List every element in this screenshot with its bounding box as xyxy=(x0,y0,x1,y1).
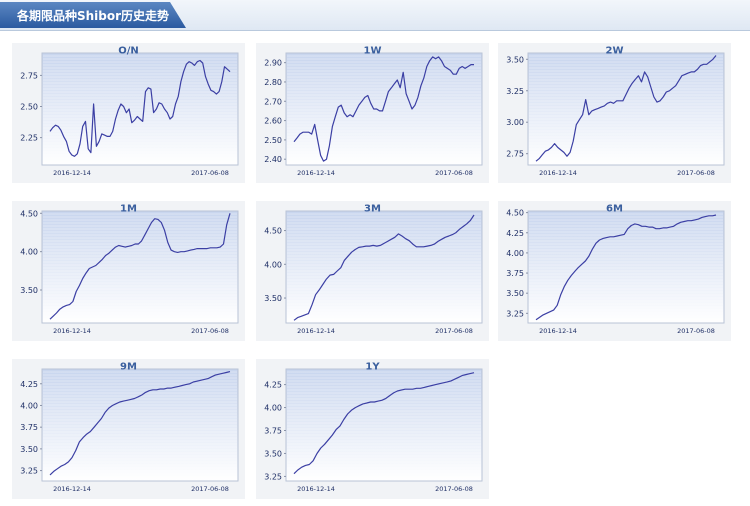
chart-svg: 1Y 3.25 3.50 3.75 4.00 4.25 2016-12-14 2017-06-… xyxy=(264,361,483,493)
series-line xyxy=(49,213,231,320)
y-tick-label: 2.75 xyxy=(506,150,524,159)
y-tick-label: 3.75 xyxy=(264,427,282,436)
series-line xyxy=(293,372,475,475)
y-tick-label: 3.75 xyxy=(20,423,38,432)
x-tick-label: 2016-12-14 xyxy=(539,169,577,177)
chart-panel-3: 2W 2.75 3.00 3.25 3.50 2016-12-14 2017-06-08 xyxy=(498,43,731,183)
y-tick-label: 2.50 xyxy=(264,136,282,145)
chart-panel-2: 1W 2.40 2.50 2.60 2.70 2.80 2.90 2016-12-14 2017… xyxy=(256,43,489,183)
series-line xyxy=(535,214,717,321)
page-title: 各期限品种Shibor历史走势 xyxy=(17,9,170,23)
y-tick-label: 3.25 xyxy=(506,87,524,96)
y-tick-label: 4.00 xyxy=(20,401,38,410)
y-tick-label: 3.25 xyxy=(20,467,38,476)
x-tick-label: 2016-12-14 xyxy=(53,169,91,177)
chart-svg: 9M 3.25 3.50 3.75 4.00 4.25 2016-12-14 2017-06-… xyxy=(20,361,239,493)
x-tick-label: 2017-06-08 xyxy=(677,169,715,177)
plot-area xyxy=(41,52,239,166)
chart-title: 1M xyxy=(120,203,137,214)
y-tick-label: 3.25 xyxy=(264,472,282,481)
y-tick-label: 4.25 xyxy=(506,229,524,238)
x-tick-label: 2017-06-08 xyxy=(677,327,715,335)
chart-title: 1Y xyxy=(365,361,380,372)
plot-area xyxy=(285,210,483,324)
x-tick-label: 2017-06-08 xyxy=(191,485,229,493)
y-tick-label: 3.00 xyxy=(506,118,524,127)
x-tick-label: 2016-12-14 xyxy=(53,485,91,493)
header-bar: 各期限品种Shibor历史走势 xyxy=(0,0,750,31)
plot-area xyxy=(285,368,483,482)
chart-svg: 1M 3.50 4.00 4.50 2016-12-14 2017-06-08 xyxy=(20,203,239,335)
y-tick-label: 3.50 xyxy=(506,55,524,64)
y-tick-label: 3.50 xyxy=(20,286,38,295)
plot-area xyxy=(285,52,483,166)
y-tick-label: 3.75 xyxy=(506,269,524,278)
y-tick-label: 4.00 xyxy=(264,404,282,413)
y-tick-label: 4.50 xyxy=(20,209,38,218)
y-tick-label: 3.50 xyxy=(20,445,38,454)
chart-panel-6: 6M 3.25 3.50 3.75 4.00 4.25 4.50 2016-12-14 2017… xyxy=(498,201,731,341)
x-tick-label: 2016-12-14 xyxy=(539,327,577,335)
y-tick-label: 4.25 xyxy=(264,381,282,390)
plot-area xyxy=(41,210,239,324)
y-tick-label: 2.90 xyxy=(264,59,282,68)
x-tick-label: 2016-12-14 xyxy=(297,327,335,335)
chart-title: 2W xyxy=(606,45,624,56)
x-tick-label: 2017-06-08 xyxy=(435,485,473,493)
chart-panel-7: 9M 3.25 3.50 3.75 4.00 4.25 2016-12-14 2017-06-… xyxy=(12,359,245,499)
y-tick-label: 4.00 xyxy=(506,249,524,258)
x-tick-label: 2017-06-08 xyxy=(191,327,229,335)
header-tab xyxy=(0,2,186,28)
y-tick-label: 2.80 xyxy=(264,78,282,87)
y-tick-label: 2.75 xyxy=(20,71,38,80)
chart-title: 1W xyxy=(364,45,382,56)
series-line xyxy=(49,59,231,157)
chart-title: O/N xyxy=(118,45,139,56)
x-tick-label: 2016-12-14 xyxy=(297,169,335,177)
y-tick-label: 2.25 xyxy=(20,134,38,143)
chart-svg: 2W 2.75 3.00 3.25 3.50 2016-12-14 2017-06-08 xyxy=(506,45,725,177)
x-tick-label: 2016-12-14 xyxy=(297,485,335,493)
y-tick-label: 4.50 xyxy=(506,209,524,218)
chart-svg: 6M 3.25 3.50 3.75 4.00 4.25 4.50 2016-12-14 2017… xyxy=(506,203,725,335)
y-tick-label: 4.50 xyxy=(264,227,282,236)
series-line xyxy=(49,371,231,476)
chart-panel-1: O/N 2.25 2.50 2.75 2016-12-14 2017-06-08 xyxy=(12,43,245,183)
y-tick-label: 2.50 xyxy=(20,103,38,112)
y-tick-label: 2.70 xyxy=(264,97,282,106)
chart-svg: 1W 2.40 2.50 2.60 2.70 2.80 2.90 2016-12-14 2017… xyxy=(264,45,483,177)
chart-panel-5: 3M 3.50 4.00 4.50 2016-12-14 2017-06-08 xyxy=(256,201,489,341)
chart-panel-4: 1M 3.50 4.00 4.50 2016-12-14 2017-06-08 xyxy=(12,201,245,341)
y-tick-label: 4.00 xyxy=(264,260,282,269)
y-tick-label: 4.25 xyxy=(20,380,38,389)
series-line xyxy=(293,56,474,162)
x-tick-label: 2017-06-08 xyxy=(435,327,473,335)
plot-area xyxy=(527,52,725,166)
x-tick-label: 2016-12-14 xyxy=(53,327,91,335)
chart-title: 9M xyxy=(120,361,137,372)
plot-area xyxy=(41,368,239,482)
y-tick-label: 2.40 xyxy=(264,155,282,164)
y-tick-label: 3.50 xyxy=(264,449,282,458)
y-tick-label: 2.60 xyxy=(264,117,282,126)
x-tick-label: 2017-06-08 xyxy=(191,169,229,177)
y-tick-label: 4.00 xyxy=(20,248,38,257)
y-tick-label: 3.50 xyxy=(264,294,282,303)
series-line xyxy=(535,55,717,162)
plot-area xyxy=(527,210,725,324)
chart-svg: O/N 2.25 2.50 2.75 2016-12-14 2017-06-08 xyxy=(20,45,239,177)
chart-title: 6M xyxy=(606,203,623,214)
chart-svg: 3M 3.50 4.00 4.50 2016-12-14 2017-06-08 xyxy=(264,203,483,335)
chart-panel-8: 1Y 3.25 3.50 3.75 4.00 4.25 2016-12-14 2017-06-… xyxy=(256,359,489,499)
chart-title: 3M xyxy=(364,203,381,214)
y-tick-label: 3.50 xyxy=(506,289,524,298)
series-line xyxy=(293,214,475,321)
y-tick-label: 3.25 xyxy=(506,309,524,318)
x-tick-label: 2017-06-08 xyxy=(435,169,473,177)
